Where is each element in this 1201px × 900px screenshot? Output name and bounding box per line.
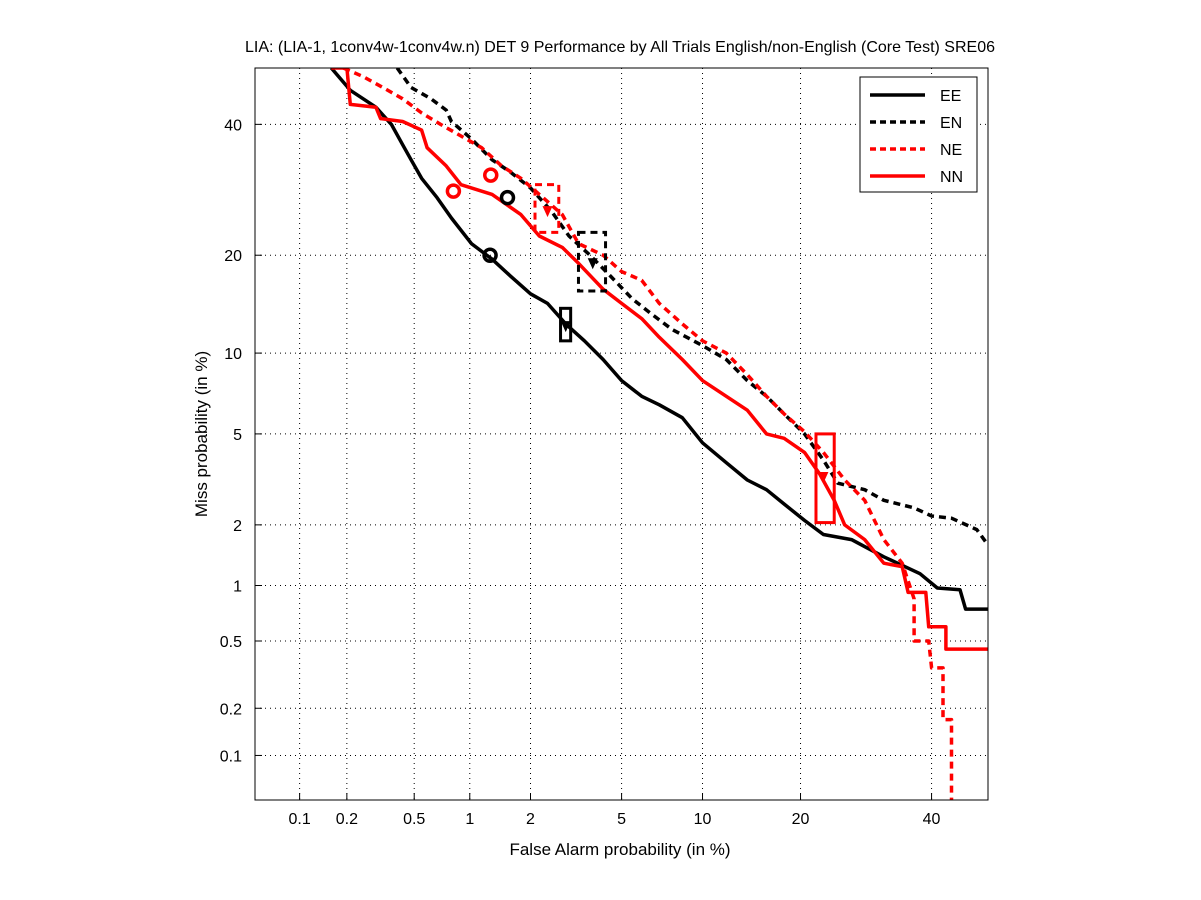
x-tick-label: 1 bbox=[465, 811, 474, 828]
act-dcf-point-nn bbox=[818, 471, 829, 483]
x-ticks: 0.1 0.2 0.5 1 2 5 10 20 40 bbox=[288, 793, 941, 828]
x-axis-label: False Alarm probability (in %) bbox=[509, 840, 730, 859]
act-dcf-box-ee bbox=[559, 306, 573, 343]
x-tick-label: 2 bbox=[526, 811, 535, 828]
curve-nn bbox=[331, 68, 988, 651]
curve-en bbox=[395, 68, 988, 547]
y-tick-label: 20 bbox=[224, 248, 242, 265]
y-tick-label: 40 bbox=[224, 117, 242, 134]
curve-ne bbox=[342, 68, 954, 800]
min-dcf-marker-ee bbox=[482, 247, 498, 263]
y-tick-label: 0.2 bbox=[220, 701, 242, 718]
y-tick-label: 1 bbox=[233, 579, 242, 596]
legend: EE EN NE NN bbox=[859, 76, 978, 193]
y-tick-label: 2 bbox=[233, 518, 242, 535]
legend-label-en: EN bbox=[940, 115, 962, 132]
y-tick-label: 0.5 bbox=[220, 634, 242, 651]
x-tick-label: 5 bbox=[617, 811, 626, 828]
x-tick-label: 20 bbox=[792, 811, 810, 828]
curves bbox=[329, 68, 988, 800]
x-tick-label: 0.5 bbox=[403, 811, 425, 828]
x-tick-label: 10 bbox=[694, 811, 712, 828]
y-tick-label: 0.1 bbox=[220, 748, 242, 765]
x-tick-label: 40 bbox=[923, 811, 941, 828]
act-dcf-point-ne bbox=[542, 206, 553, 218]
act-dcf-box-nn bbox=[814, 432, 836, 525]
act-dcf-point-ee bbox=[560, 321, 571, 333]
min-dcf-marker-ne bbox=[482, 167, 499, 183]
x-tick-label: 0.1 bbox=[288, 811, 310, 828]
dcf-markers bbox=[445, 167, 836, 525]
y-tick-label: 5 bbox=[233, 427, 242, 444]
act-dcf-box-en bbox=[576, 230, 608, 293]
chart-title: LIA: (LIA-1, 1conv4w-1conv4w.n) DET 9 Pe… bbox=[245, 39, 995, 56]
x-tick-label: 0.2 bbox=[336, 811, 358, 828]
legend-label-ne: NE bbox=[940, 142, 962, 159]
act-dcf-point-en bbox=[587, 258, 598, 270]
min-dcf-marker-en bbox=[499, 189, 516, 206]
curve-ee bbox=[329, 68, 988, 611]
min-dcf-marker-nn bbox=[445, 183, 462, 199]
legend-label-ee: EE bbox=[940, 88, 961, 105]
y-axis-label: Miss probability (in %) bbox=[192, 351, 211, 517]
y-ticks: 0.1 0.2 0.5 1 2 5 10 20 40 bbox=[220, 117, 262, 765]
y-tick-label: 10 bbox=[224, 346, 242, 363]
legend-label-nn: NN bbox=[940, 169, 963, 186]
